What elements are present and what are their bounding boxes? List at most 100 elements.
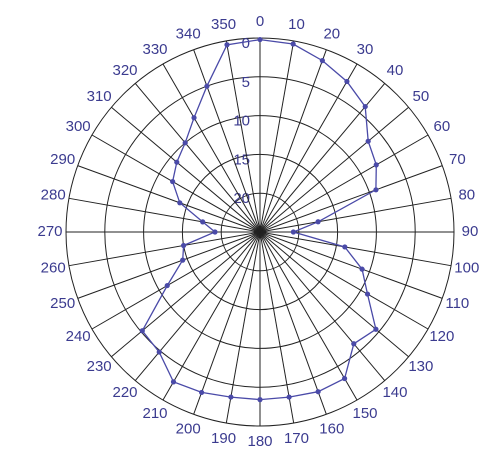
angle-label: 90: [462, 223, 479, 240]
angle-label: 120: [429, 328, 454, 345]
angle-label: 50: [413, 88, 430, 105]
angle-label: 100: [454, 259, 479, 276]
angle-label: 240: [66, 328, 91, 345]
data-point: [373, 326, 379, 332]
data-point: [362, 103, 368, 110]
data-point: [177, 200, 183, 206]
data-point: [170, 379, 177, 385]
angle-label: 170: [284, 430, 309, 447]
data-point: [257, 36, 263, 43]
angle-label: 300: [66, 118, 91, 135]
grid-spoke: [259, 231, 327, 415]
angle-label: 10: [288, 16, 305, 33]
grid-spoke: [111, 106, 261, 233]
grid-spoke: [225, 231, 261, 424]
grid-spoke: [259, 231, 409, 358]
data-point: [182, 140, 188, 146]
grid-spoke: [91, 231, 261, 330]
r-tick-label: 10: [233, 113, 250, 130]
data-point: [200, 219, 206, 225]
grid-spoke: [259, 40, 295, 233]
angle-label: 180: [247, 433, 272, 450]
data-point: [191, 115, 197, 121]
angle-label: 30: [357, 41, 374, 58]
grid-spoke: [259, 231, 443, 299]
angle-label: 330: [142, 41, 167, 58]
data-point: [204, 83, 210, 89]
data-point: [364, 291, 371, 297]
data-point: [180, 242, 187, 249]
grid-spoke: [259, 165, 443, 233]
grid-spoke: [193, 231, 261, 415]
grid-spoke: [259, 134, 429, 233]
grid-spoke: [134, 83, 261, 233]
angle-label: 160: [319, 420, 344, 437]
angle-label: 230: [87, 358, 112, 375]
data-point: [212, 229, 218, 235]
data-point: [315, 219, 321, 225]
grid-spoke: [225, 40, 261, 233]
grid-spoke: [259, 231, 295, 424]
angle-label: 110: [445, 295, 469, 312]
data-point: [359, 266, 365, 272]
angle-label: 60: [434, 118, 451, 135]
grid-spoke: [259, 63, 358, 233]
angle-label: 340: [176, 26, 201, 43]
data-point: [351, 341, 357, 347]
data-line: [141, 38, 377, 401]
grid-spoke: [193, 49, 261, 233]
grid-spoke: [68, 231, 261, 267]
data-point: [290, 229, 296, 235]
grid-spoke: [259, 231, 452, 267]
data-point: [286, 394, 292, 400]
data-point: [174, 159, 180, 165]
data-point: [365, 138, 371, 144]
data-point: [373, 187, 379, 193]
grid-spoke: [111, 231, 261, 358]
grid-spoke: [91, 134, 261, 233]
grid-spoke: [134, 231, 261, 381]
grid-spoke: [162, 63, 261, 233]
angle-label: 320: [112, 62, 137, 79]
data-point: [257, 397, 263, 403]
data-point: [315, 389, 321, 395]
angle-label: 130: [408, 358, 433, 375]
grid-spoke: [68, 197, 261, 233]
r-tick-label: 0: [242, 35, 250, 52]
angle-label: 0: [256, 13, 264, 30]
grid-spoke: [259, 49, 327, 233]
angle-label: 260: [41, 259, 66, 276]
grid-spoke: [259, 231, 386, 381]
grid-spoke: [162, 231, 261, 401]
data-point: [373, 162, 379, 168]
data-point: [290, 41, 296, 47]
grid-spoke: [77, 165, 261, 233]
angle-label: 270: [37, 223, 62, 240]
data-point: [342, 244, 348, 250]
angle-label: 290: [50, 151, 75, 168]
data-point: [180, 257, 186, 263]
angle-label: 20: [323, 26, 340, 43]
angle-label: 220: [112, 384, 137, 401]
angle-label: 40: [387, 62, 404, 79]
angle-label: 280: [41, 187, 66, 204]
angle-label: 70: [449, 151, 466, 168]
grid-spoke: [77, 231, 261, 299]
angle-label: 250: [50, 295, 75, 312]
grid-spoke: [259, 231, 429, 330]
angle-label: 150: [352, 405, 377, 422]
angle-label: 140: [382, 384, 407, 401]
data-point: [164, 282, 170, 289]
data-point: [319, 58, 325, 64]
data-point: [224, 42, 230, 48]
data-point: [199, 389, 205, 396]
angle-label: 210: [142, 405, 167, 422]
data-point: [228, 394, 234, 400]
grid-spoke: [259, 231, 358, 401]
angle-label: 80: [458, 187, 475, 204]
data-point: [341, 375, 348, 382]
angle-label: 350: [211, 16, 236, 33]
data-point: [344, 78, 350, 85]
data-point: [170, 178, 176, 185]
